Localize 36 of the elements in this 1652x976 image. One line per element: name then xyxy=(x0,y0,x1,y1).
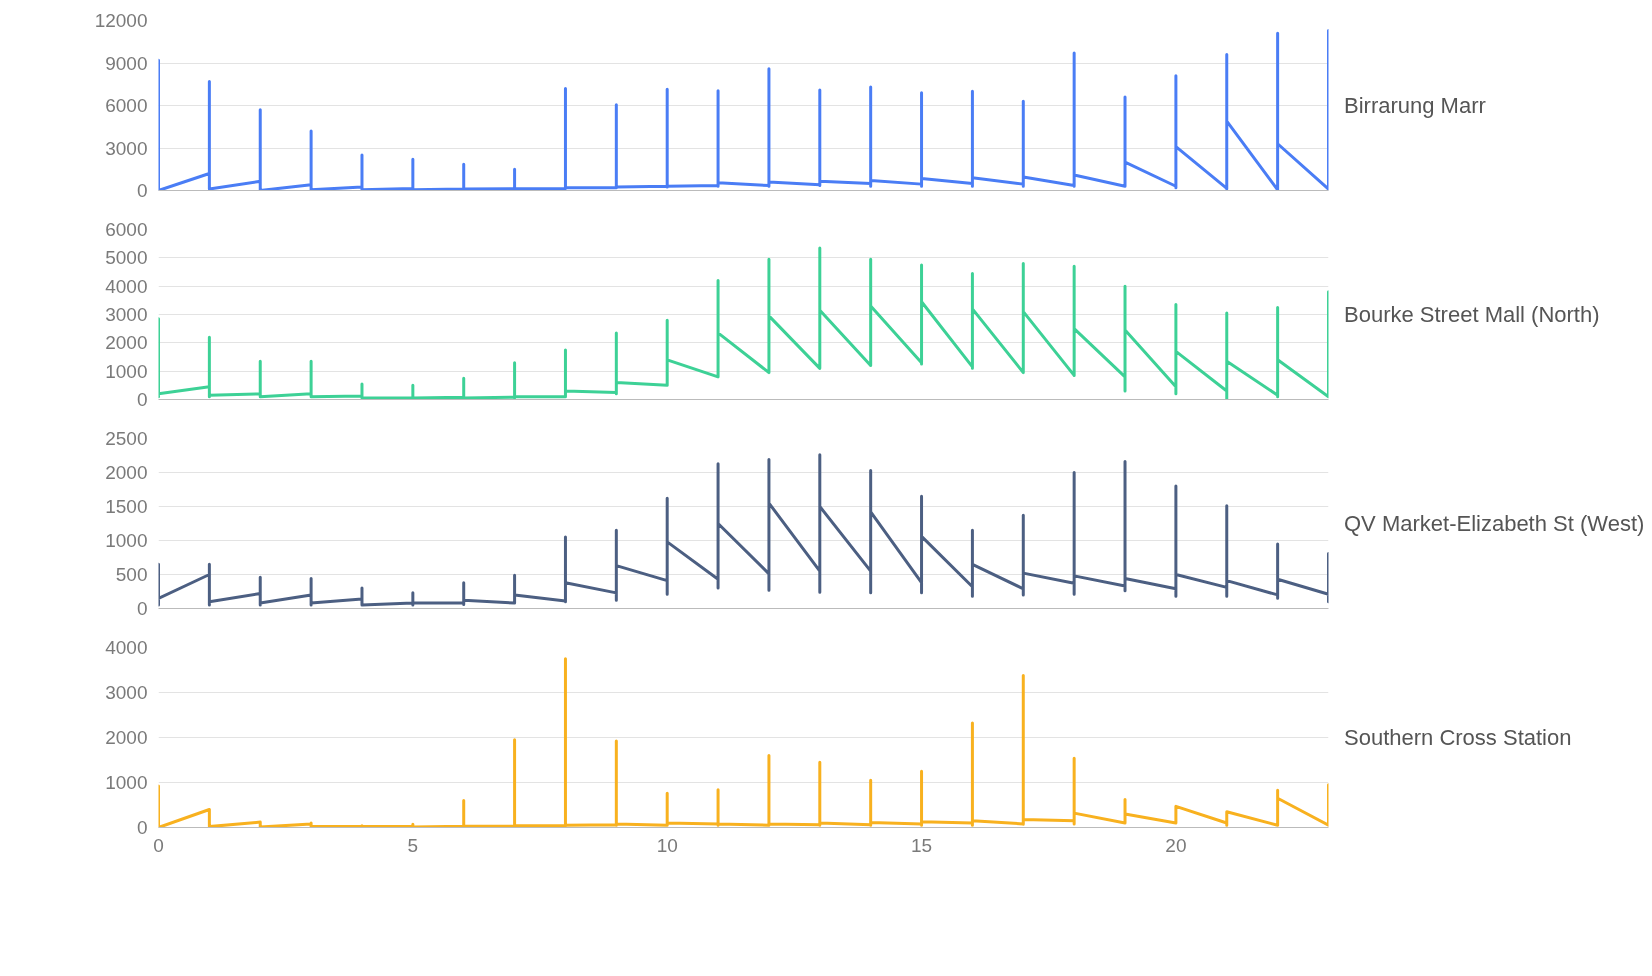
series-label: Birrarung Marr xyxy=(1344,92,1486,120)
line-series xyxy=(158,657,1329,828)
y-tick-label: 0 xyxy=(136,389,148,410)
line-series xyxy=(158,28,1329,191)
x-tick-label: 5 xyxy=(407,834,419,856)
y-tick-label: 0 xyxy=(136,180,148,201)
y-tick-label: 500 xyxy=(115,564,148,585)
y-tick-label: 5000 xyxy=(105,247,148,269)
y-tick-label: 3000 xyxy=(105,137,148,159)
y-tick-label: 2000 xyxy=(105,727,148,748)
y-tick-label: 3000 xyxy=(105,304,148,325)
y-tick-label: 6000 xyxy=(105,219,148,240)
series-label: Southern Cross Station xyxy=(1344,724,1572,752)
y-tick-label: 1000 xyxy=(105,772,148,793)
line-series xyxy=(158,246,1329,400)
y-tick-label: 6000 xyxy=(105,95,148,116)
y-tick-label: 2500 xyxy=(105,428,148,449)
x-tick-label: 10 xyxy=(656,834,678,856)
y-tick-label: 3000 xyxy=(105,682,148,703)
y-tick-label: 9000 xyxy=(105,52,148,74)
y-tick-label: 1000 xyxy=(105,530,148,551)
y-tick-label: 2000 xyxy=(105,332,148,354)
y-tick-label: 1000 xyxy=(105,360,148,382)
line-series xyxy=(158,453,1329,607)
y-tick-label: 0 xyxy=(136,817,148,838)
series-label: Bourke Street Mall (North) xyxy=(1344,301,1600,329)
y-tick-label: 2000 xyxy=(105,462,148,483)
y-tick-label: 12000 xyxy=(94,10,148,31)
x-tick-label: 15 xyxy=(910,834,933,856)
x-tick-label: 0 xyxy=(153,834,164,856)
y-tick-label: 0 xyxy=(136,598,148,619)
y-tick-label: 4000 xyxy=(105,275,148,297)
y-tick-label: 4000 xyxy=(105,637,148,658)
y-tick-label: 1500 xyxy=(105,496,148,517)
x-tick-label: 20 xyxy=(1165,834,1187,856)
series-label: QV Market-Elizabeth St (West) xyxy=(1344,510,1645,538)
